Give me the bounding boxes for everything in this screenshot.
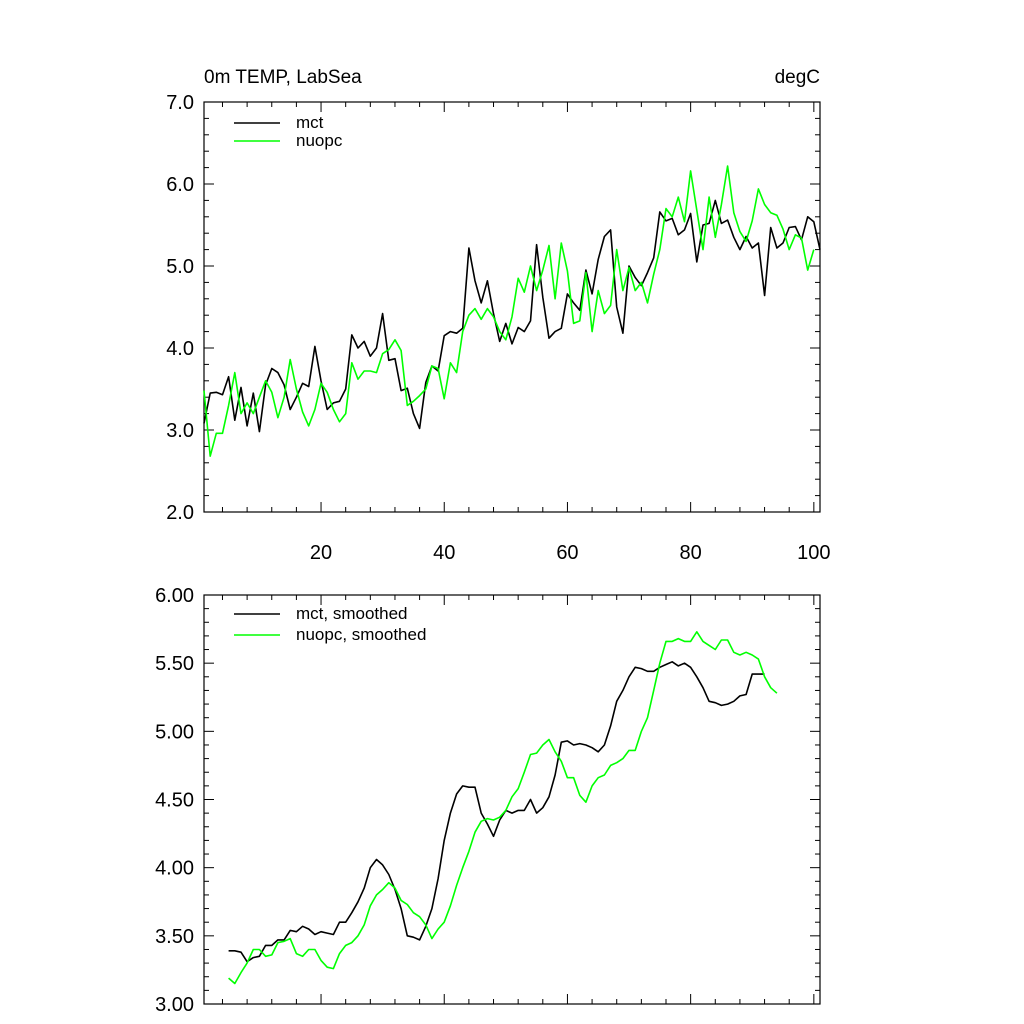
top-legend-label: nuopc bbox=[296, 131, 343, 150]
top-ytick-label: 5.0 bbox=[166, 256, 194, 278]
bottom-ytick-label: 4.00 bbox=[155, 858, 194, 880]
top-plot-frame bbox=[203, 101, 821, 513]
top-xtick-label: 20 bbox=[310, 542, 332, 564]
top-xtick-label: 80 bbox=[680, 542, 702, 564]
top-xtick-label: 60 bbox=[556, 542, 578, 564]
bottom-ytick-label: 5.00 bbox=[155, 721, 194, 743]
bottom-plot: 3.00 3.50 4.00 4.50 5.00 5.50 6.00 mct, smoothe… bbox=[155, 585, 821, 1016]
top-xtick-label: 100 bbox=[797, 542, 830, 564]
top-ytick-label: 6.0 bbox=[166, 174, 194, 196]
top-plot-title: 0m TEMP, LabSea bbox=[204, 67, 362, 88]
top-legend-label: mct bbox=[296, 113, 324, 132]
bottom-plot-frame bbox=[203, 594, 821, 1005]
bottom-legend-label: nuopc, smoothed bbox=[296, 625, 426, 644]
top-plot-units: degC bbox=[775, 67, 820, 88]
bottom-ytick-label: 5.50 bbox=[155, 653, 194, 675]
bottom-series-mct-smoothed bbox=[228, 660, 765, 963]
bottom-series-nuopc-smoothed bbox=[228, 630, 778, 985]
bottom-ytick-label: 6.00 bbox=[155, 585, 194, 607]
top-ytick-label: 3.0 bbox=[166, 420, 194, 442]
top-ytick-label: 7.0 bbox=[166, 92, 194, 114]
top-xtick-label: 40 bbox=[433, 542, 455, 564]
top-plot: 0m TEMP, LabSea degC 2.0 3.0 4.0 5.0 6.0 7.0 2… bbox=[166, 67, 830, 564]
top-ytick-label: 2.0 bbox=[166, 502, 194, 524]
bottom-ytick-label: 3.50 bbox=[155, 926, 194, 948]
bottom-ytick-label: 3.00 bbox=[155, 994, 194, 1016]
top-series-nuopc bbox=[203, 165, 815, 458]
top-series-mct bbox=[203, 199, 821, 433]
bottom-ytick-label: 4.50 bbox=[155, 790, 194, 812]
bottom-legend-label: mct, smoothed bbox=[296, 604, 408, 623]
top-ytick-label: 4.0 bbox=[166, 338, 194, 360]
